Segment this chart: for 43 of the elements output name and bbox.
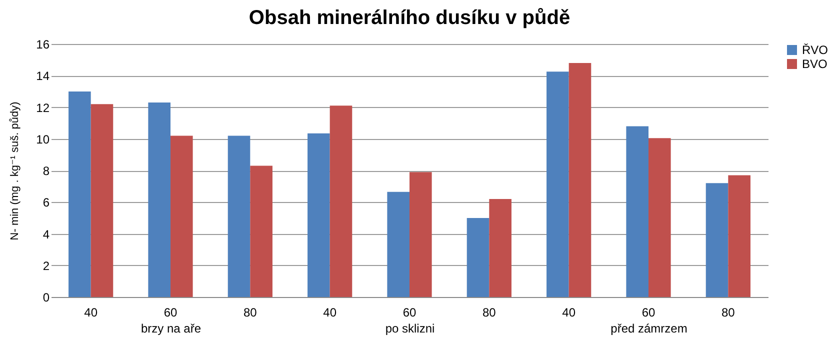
bar [308, 133, 330, 297]
x-tick-label: 80 [482, 306, 496, 320]
bar [706, 183, 728, 297]
x-tick-label: 40 [323, 306, 337, 320]
bar [250, 166, 272, 297]
text: po sklizni [385, 322, 435, 336]
chart-title: Obsah minerálního dusíku v půdě [248, 7, 570, 29]
y-axis-title: N- min (mg . kg⁻¹ suš. půdy) [9, 102, 22, 240]
x-tick-label: 40 [84, 306, 98, 320]
text: před zámrzem [610, 322, 688, 336]
bar [728, 175, 750, 297]
y-tick-label: 16 [36, 38, 50, 52]
bar [568, 62, 592, 297]
y-tick-label: 6 [42, 196, 50, 210]
x-tick-label: 80 [243, 306, 258, 320]
x-tick-label: 40 [562, 306, 576, 320]
y-tick-label: 10 [36, 132, 50, 146]
bar [466, 218, 490, 297]
bar [228, 136, 250, 297]
x-tick-label: 60 [402, 306, 416, 320]
bar [148, 102, 170, 297]
y-tick-label: 4 [42, 227, 50, 242]
bar [387, 192, 410, 297]
legend-label: ŘVO [802, 43, 828, 57]
bar [626, 126, 648, 297]
y-tick-label: 12 [36, 100, 50, 115]
y-tick-label: 14 [36, 69, 50, 84]
bar [546, 72, 569, 297]
y-tick-label: 2 [42, 258, 50, 273]
x-tick-label: 60 [164, 306, 178, 320]
bar [410, 172, 432, 297]
bar [90, 104, 114, 297]
y-tick-label: 0 [42, 290, 50, 304]
bar [648, 138, 671, 297]
y-tick-label: 8 [42, 164, 50, 178]
bar [330, 106, 352, 297]
bar [68, 91, 91, 297]
x-tick-label: 80 [721, 306, 736, 320]
x-tick-label: 60 [642, 306, 656, 320]
text: brzy na aře [140, 322, 202, 336]
legend-label: BVO [802, 57, 828, 71]
bar [170, 136, 193, 297]
bar [489, 198, 512, 297]
